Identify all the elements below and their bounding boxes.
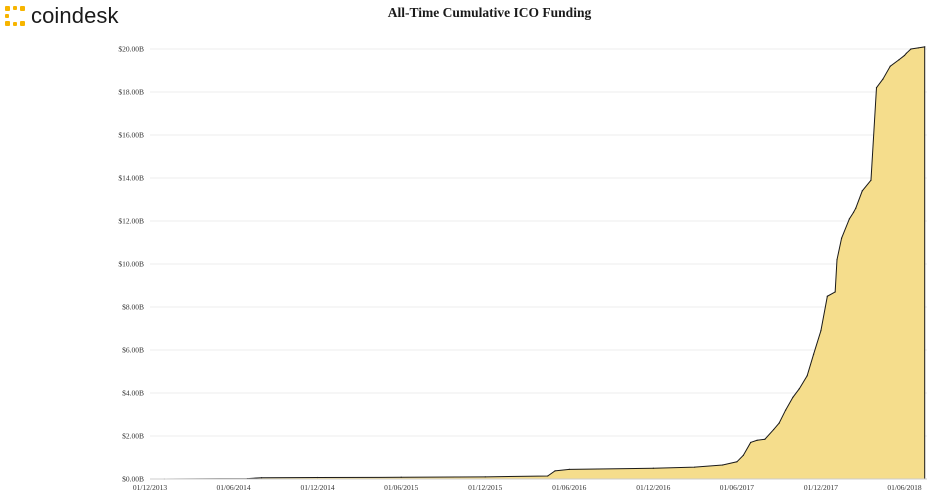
data-point — [840, 237, 843, 239]
data-point — [917, 47, 919, 49]
data-point — [792, 396, 794, 398]
y-tick-label: $18.00B — [118, 88, 144, 97]
data-point — [547, 475, 549, 477]
data-point — [889, 65, 891, 67]
data-point — [400, 476, 402, 478]
coindesk-logo-icon — [5, 6, 25, 26]
x-tick-label: 01/12/2015 — [468, 483, 502, 492]
chart-title: All-Time Cumulative ICO Funding — [387, 5, 592, 20]
y-tick-label: $0.00B — [122, 475, 144, 484]
data-point — [861, 190, 863, 192]
data-point — [870, 179, 872, 181]
data-point — [568, 468, 570, 470]
data-point — [798, 388, 800, 390]
data-point — [484, 476, 486, 478]
data-point — [784, 409, 787, 411]
x-tick-label: 01/06/2016 — [552, 483, 586, 492]
data-point — [852, 211, 855, 213]
data-point — [826, 295, 828, 297]
y-tick-label: $4.00B — [122, 389, 144, 398]
data-point — [834, 291, 836, 293]
data-point — [778, 422, 780, 424]
series-line — [164, 46, 926, 480]
data-point — [848, 218, 850, 220]
brand-name: coindesk — [31, 3, 119, 28]
y-tick-label: $10.00B — [118, 260, 144, 269]
data-point — [910, 48, 912, 50]
y-tick-label: $6.00B — [122, 346, 144, 355]
area-fill — [164, 46, 925, 479]
data-point — [317, 476, 319, 479]
data-point — [750, 441, 752, 444]
y-tick-label: $12.00B — [118, 217, 144, 226]
data-point — [905, 52, 907, 54]
data-point — [875, 87, 878, 89]
data-point — [764, 438, 766, 440]
y-tick-label: $14.00B — [118, 174, 144, 183]
data-point — [855, 207, 857, 209]
data-point — [903, 54, 906, 57]
y-tick-label: $8.00B — [122, 303, 144, 312]
x-tick-label: 01/06/2017 — [720, 483, 754, 492]
data-point — [742, 454, 744, 456]
x-tick-label: 01/12/2017 — [804, 483, 838, 492]
data-point — [882, 78, 884, 80]
data-point — [820, 330, 822, 332]
data-point — [898, 59, 900, 61]
x-tick-label: 01/12/2016 — [636, 483, 670, 492]
data-point — [773, 428, 775, 431]
data-point — [812, 353, 815, 355]
data-point — [554, 470, 556, 472]
x-tick-label: 01/12/2014 — [301, 483, 335, 492]
brand: coindesk — [4, 3, 119, 29]
data-point — [924, 46, 926, 48]
data-point — [260, 477, 263, 479]
x-tick-label: 01/06/2015 — [384, 483, 418, 492]
data-point — [652, 467, 654, 469]
y-tick-label: $20.00B — [118, 45, 144, 54]
data-point — [836, 259, 838, 261]
y-tick-label: $2.00B — [122, 432, 144, 441]
x-tick-label: 01/06/2018 — [887, 483, 921, 492]
data-point — [736, 461, 738, 463]
data-point — [722, 464, 724, 466]
x-tick-label: 01/12/2013 — [133, 483, 167, 492]
data-point — [756, 439, 758, 441]
data-point — [694, 466, 696, 468]
data-point — [806, 375, 808, 377]
y-tick-label: $16.00B — [118, 131, 144, 140]
x-tick-label: 01/06/2014 — [216, 483, 250, 492]
